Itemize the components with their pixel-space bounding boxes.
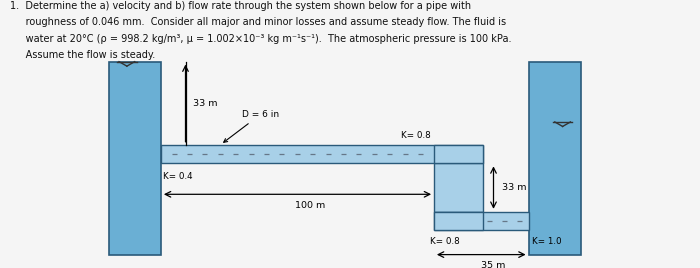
Text: roughness of 0.046 mm.  Consider all major and minor losses and assume steady fl: roughness of 0.046 mm. Consider all majo… — [10, 17, 507, 27]
Bar — [434, 163, 483, 212]
Bar — [161, 145, 483, 163]
Text: K= 0.8: K= 0.8 — [400, 131, 430, 140]
Text: Assume the flow is steady.: Assume the flow is steady. — [10, 50, 155, 59]
Text: K= 0.4: K= 0.4 — [163, 172, 193, 181]
Text: 100 m: 100 m — [295, 201, 325, 210]
Bar — [434, 212, 483, 230]
Text: 1.  Determine the a) velocity and b) flow rate through the system shown below fo: 1. Determine the a) velocity and b) flow… — [10, 1, 472, 11]
Text: K= 0.8: K= 0.8 — [430, 237, 461, 246]
Text: 33 m: 33 m — [502, 183, 526, 192]
Bar — [108, 62, 161, 255]
Bar — [528, 62, 581, 255]
Bar — [434, 212, 528, 230]
Text: water at 20°C (ρ = 998.2 kg/m³, μ = 1.002×10⁻³ kg m⁻¹s⁻¹).  The atmospheric pres: water at 20°C (ρ = 998.2 kg/m³, μ = 1.00… — [10, 34, 512, 43]
Bar — [434, 145, 483, 163]
Text: 33 m: 33 m — [193, 99, 217, 108]
Text: D = 6 in: D = 6 in — [224, 110, 279, 142]
Text: 35 m: 35 m — [482, 261, 505, 268]
Text: K= 1.0: K= 1.0 — [532, 237, 561, 246]
